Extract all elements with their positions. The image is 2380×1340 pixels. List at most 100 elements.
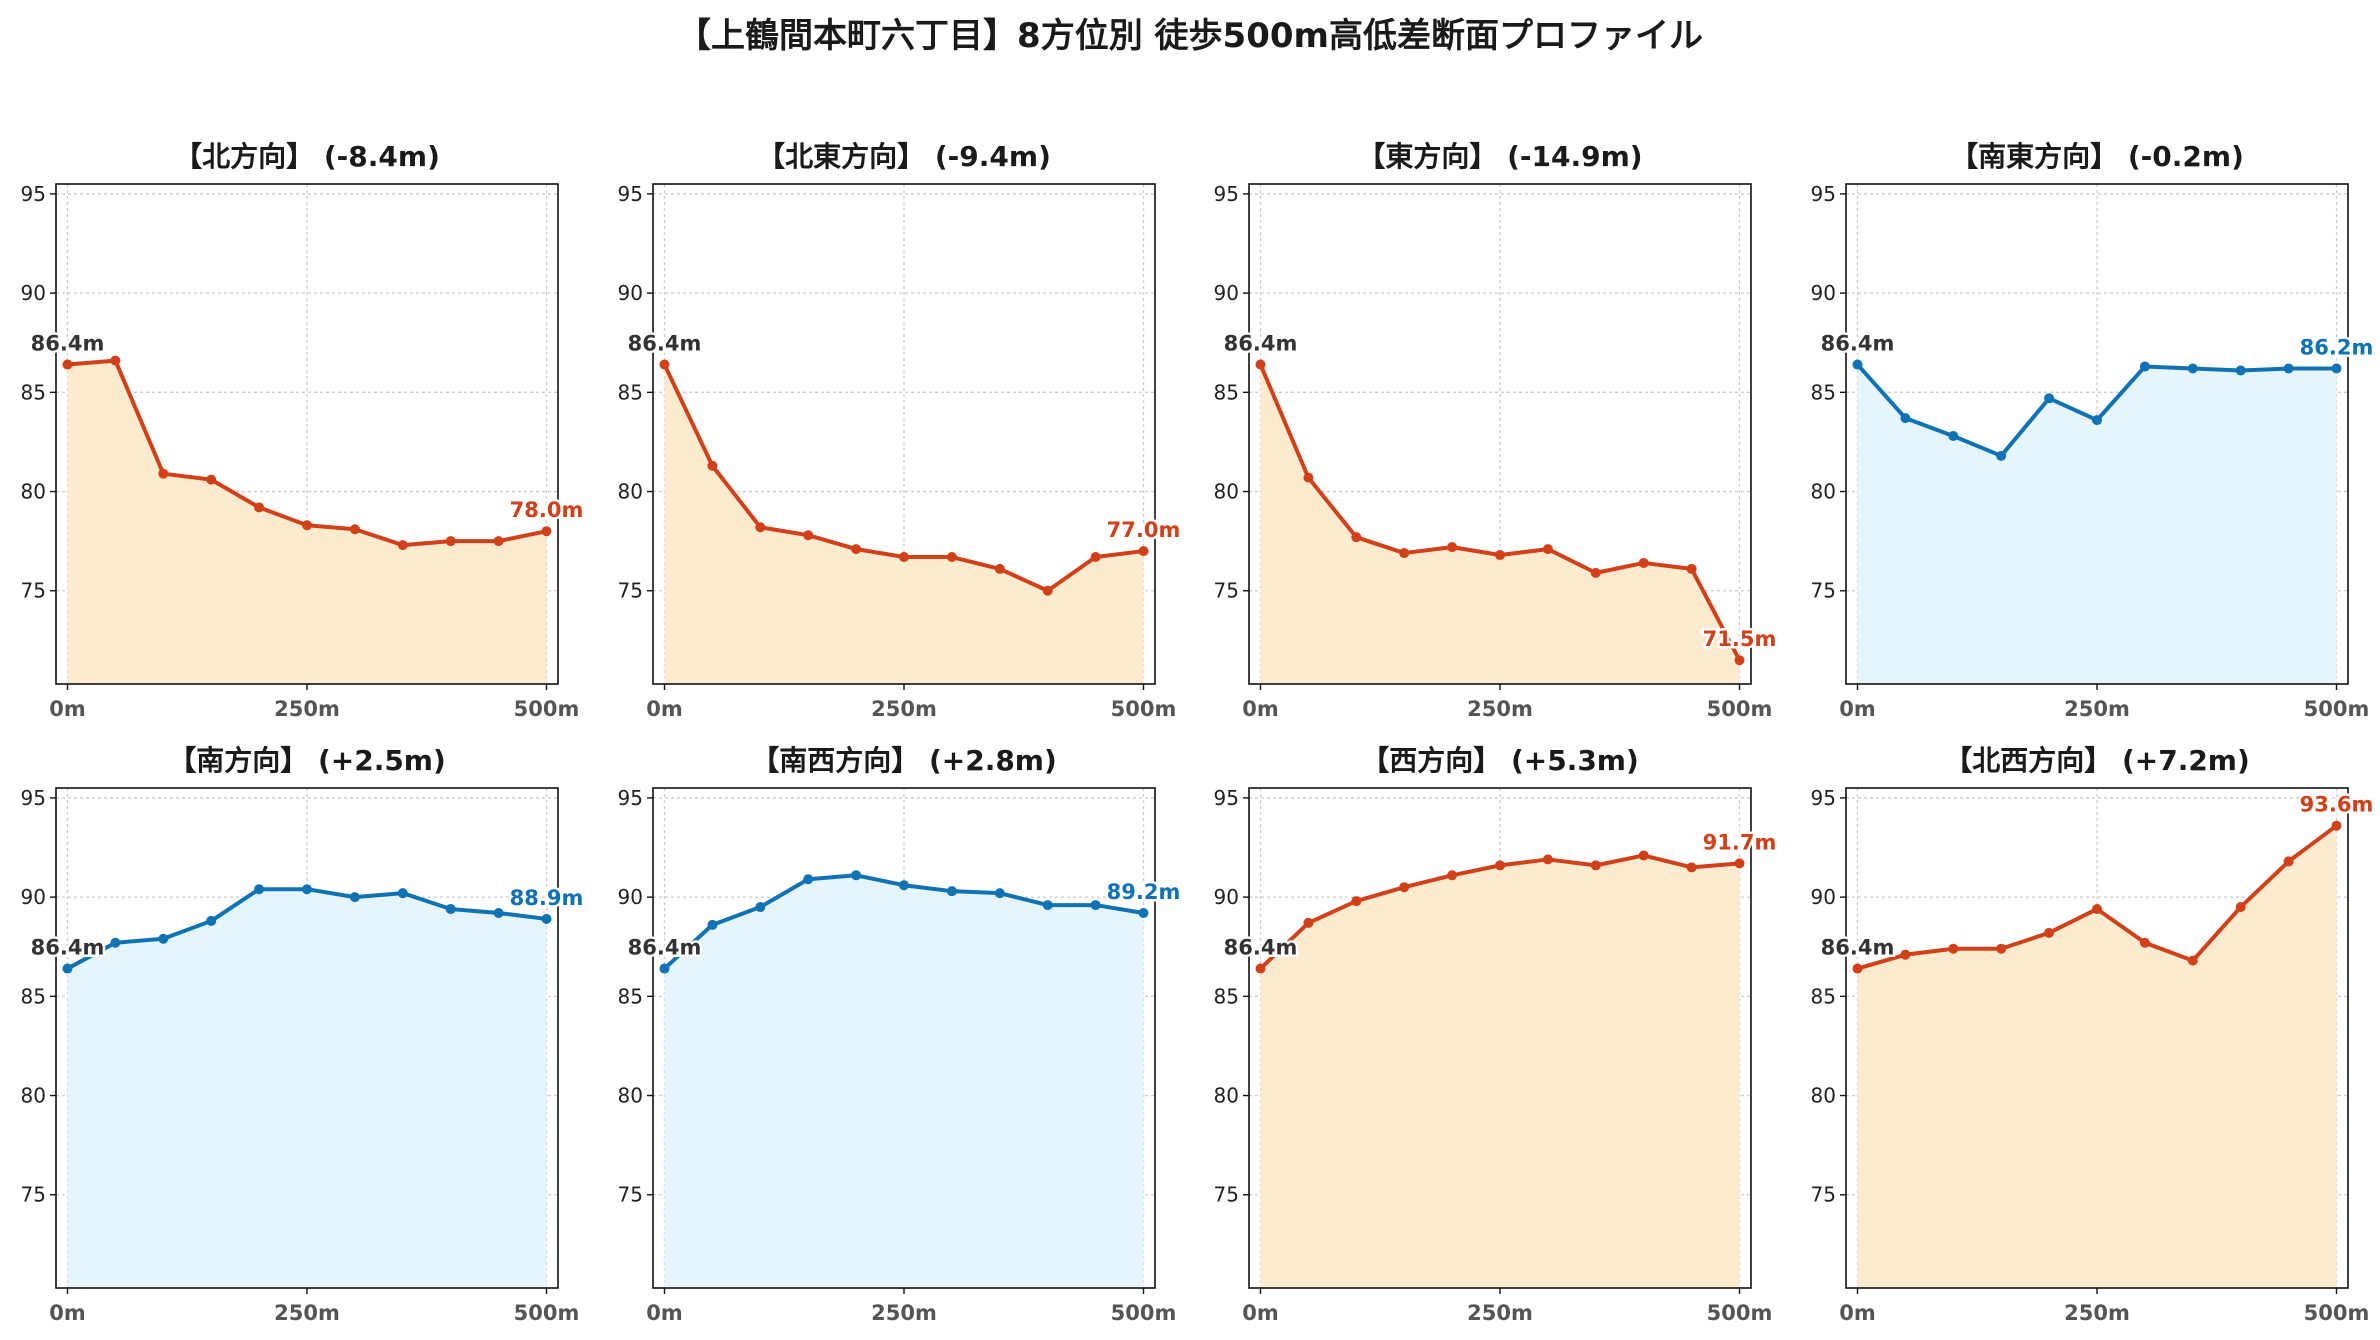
y-tick-label: 90 [1214,885,1239,909]
data-point [158,468,169,479]
data-point [1303,472,1314,483]
data-point [2235,902,2246,913]
x-tick-label: 0m [1242,697,1279,721]
data-point [349,892,360,903]
data-point [2044,927,2055,938]
y-tick-label: 80 [1214,1084,1239,1108]
data-point [1042,585,1053,596]
data-point [1447,870,1458,881]
data-point [349,524,360,535]
x-tick-label: 0m [646,1301,683,1325]
end-value-label: 78.0m [510,498,584,522]
data-point [1138,546,1149,557]
x-tick-label: 0m [1839,697,1876,721]
x-tick-label: 250m [2064,697,2130,721]
x-tick-label: 500m [2304,1301,2370,1325]
area-fill [67,889,547,1288]
start-value-label: 86.4m [628,936,702,960]
y-tick-label: 85 [1214,380,1239,404]
data-point [899,880,909,891]
x-tick-label: 0m [1242,1301,1279,1325]
data-point [158,933,169,944]
data-point [1852,359,1863,370]
start-value-label: 86.4m [31,332,105,356]
y-tick-label: 75 [21,579,46,603]
data-point [62,963,73,974]
area-fill [1857,825,2337,1288]
chart-panel-5: 【南方向】 (+2.5m) 75 80 85 90 95 0m 250m 500m 86.4m 88… [21,744,586,1325]
data-point [445,904,456,915]
y-tick-label: 80 [1214,480,1239,504]
x-tick-label: 0m [49,697,86,721]
data-point [2092,904,2102,915]
data-point [2044,393,2055,404]
chart-panel-8: 【北西方向】 (+7.2m) 75 80 85 90 95 0m 250m 500m 86.4m 9… [1811,744,2376,1325]
data-point [707,460,718,471]
chart-panel-3: 【東方向】 (-14.9m) 75 80 85 90 95 0m 250m 500m 86.4m 7… [1214,140,1779,721]
data-point [707,919,718,930]
x-tick-label: 500m [1707,1301,1773,1325]
y-tick-label: 85 [21,984,46,1008]
data-point [206,915,217,926]
end-value-label: 77.0m [1107,518,1181,542]
data-point [946,886,957,897]
y-tick-label: 85 [1811,984,1836,1008]
data-point [2139,937,2150,948]
data-point [1399,882,1410,893]
start-value-label: 86.4m [1224,936,1298,960]
x-tick-label: 0m [49,1301,86,1325]
data-point [1542,854,1553,865]
data-point [2283,856,2294,867]
x-tick-label: 250m [871,1301,937,1325]
data-point [755,902,766,913]
data-point [493,908,504,918]
y-tick-label: 80 [1811,1084,1836,1108]
chart-panel-1: 【北方向】 (-8.4m) 75 80 85 90 95 0m 250m 500m 86.4m 78… [21,140,586,721]
y-tick-label: 90 [618,281,643,305]
data-point [994,888,1005,899]
data-point [1542,544,1553,555]
data-point [803,874,814,885]
y-tick-label: 80 [21,480,46,504]
y-tick-label: 90 [1214,281,1239,305]
data-point [397,888,408,899]
data-point [755,522,766,533]
y-tick-label: 95 [1214,786,1239,810]
data-point [254,502,265,513]
data-point [493,536,504,547]
data-point [1590,567,1601,578]
data-point [1447,542,1458,553]
data-point [1638,850,1649,861]
x-tick-label: 500m [1707,697,1773,721]
data-point [302,884,312,895]
y-tick-label: 95 [21,182,46,206]
area-fill [664,364,1144,684]
data-point [254,884,265,895]
x-tick-label: 250m [1467,697,1533,721]
data-point [2283,363,2294,374]
data-point [1351,896,1362,907]
data-point [1638,557,1649,568]
y-tick-label: 95 [618,182,643,206]
y-tick-label: 75 [618,1183,643,1207]
y-tick-label: 90 [1811,281,1836,305]
y-tick-label: 85 [21,380,46,404]
y-tick-label: 80 [21,1084,46,1108]
chart-panel-4: 【南東方向】 (-0.2m) 75 80 85 90 95 0m 250m 500m 86.4m 8… [1811,140,2376,721]
data-point [302,520,312,531]
start-value-label: 86.4m [1224,332,1298,356]
data-point [206,474,217,485]
data-point [1948,943,1959,954]
chart-panel-6: 【南西方向】 (+2.8m) 75 80 85 90 95 0m 250m 500m 86.4m 8… [618,744,1183,1325]
y-tick-label: 75 [1811,1183,1836,1207]
y-tick-label: 75 [1214,1183,1239,1207]
start-value-label: 86.4m [31,936,105,960]
data-point [1948,430,1959,441]
chart-title: 【北方向】 (-8.4m) [174,140,440,173]
y-tick-label: 80 [618,480,643,504]
data-point [2187,955,2198,966]
data-point [2235,365,2246,376]
data-point [1734,858,1745,869]
end-value-label: 71.5m [1703,627,1777,651]
